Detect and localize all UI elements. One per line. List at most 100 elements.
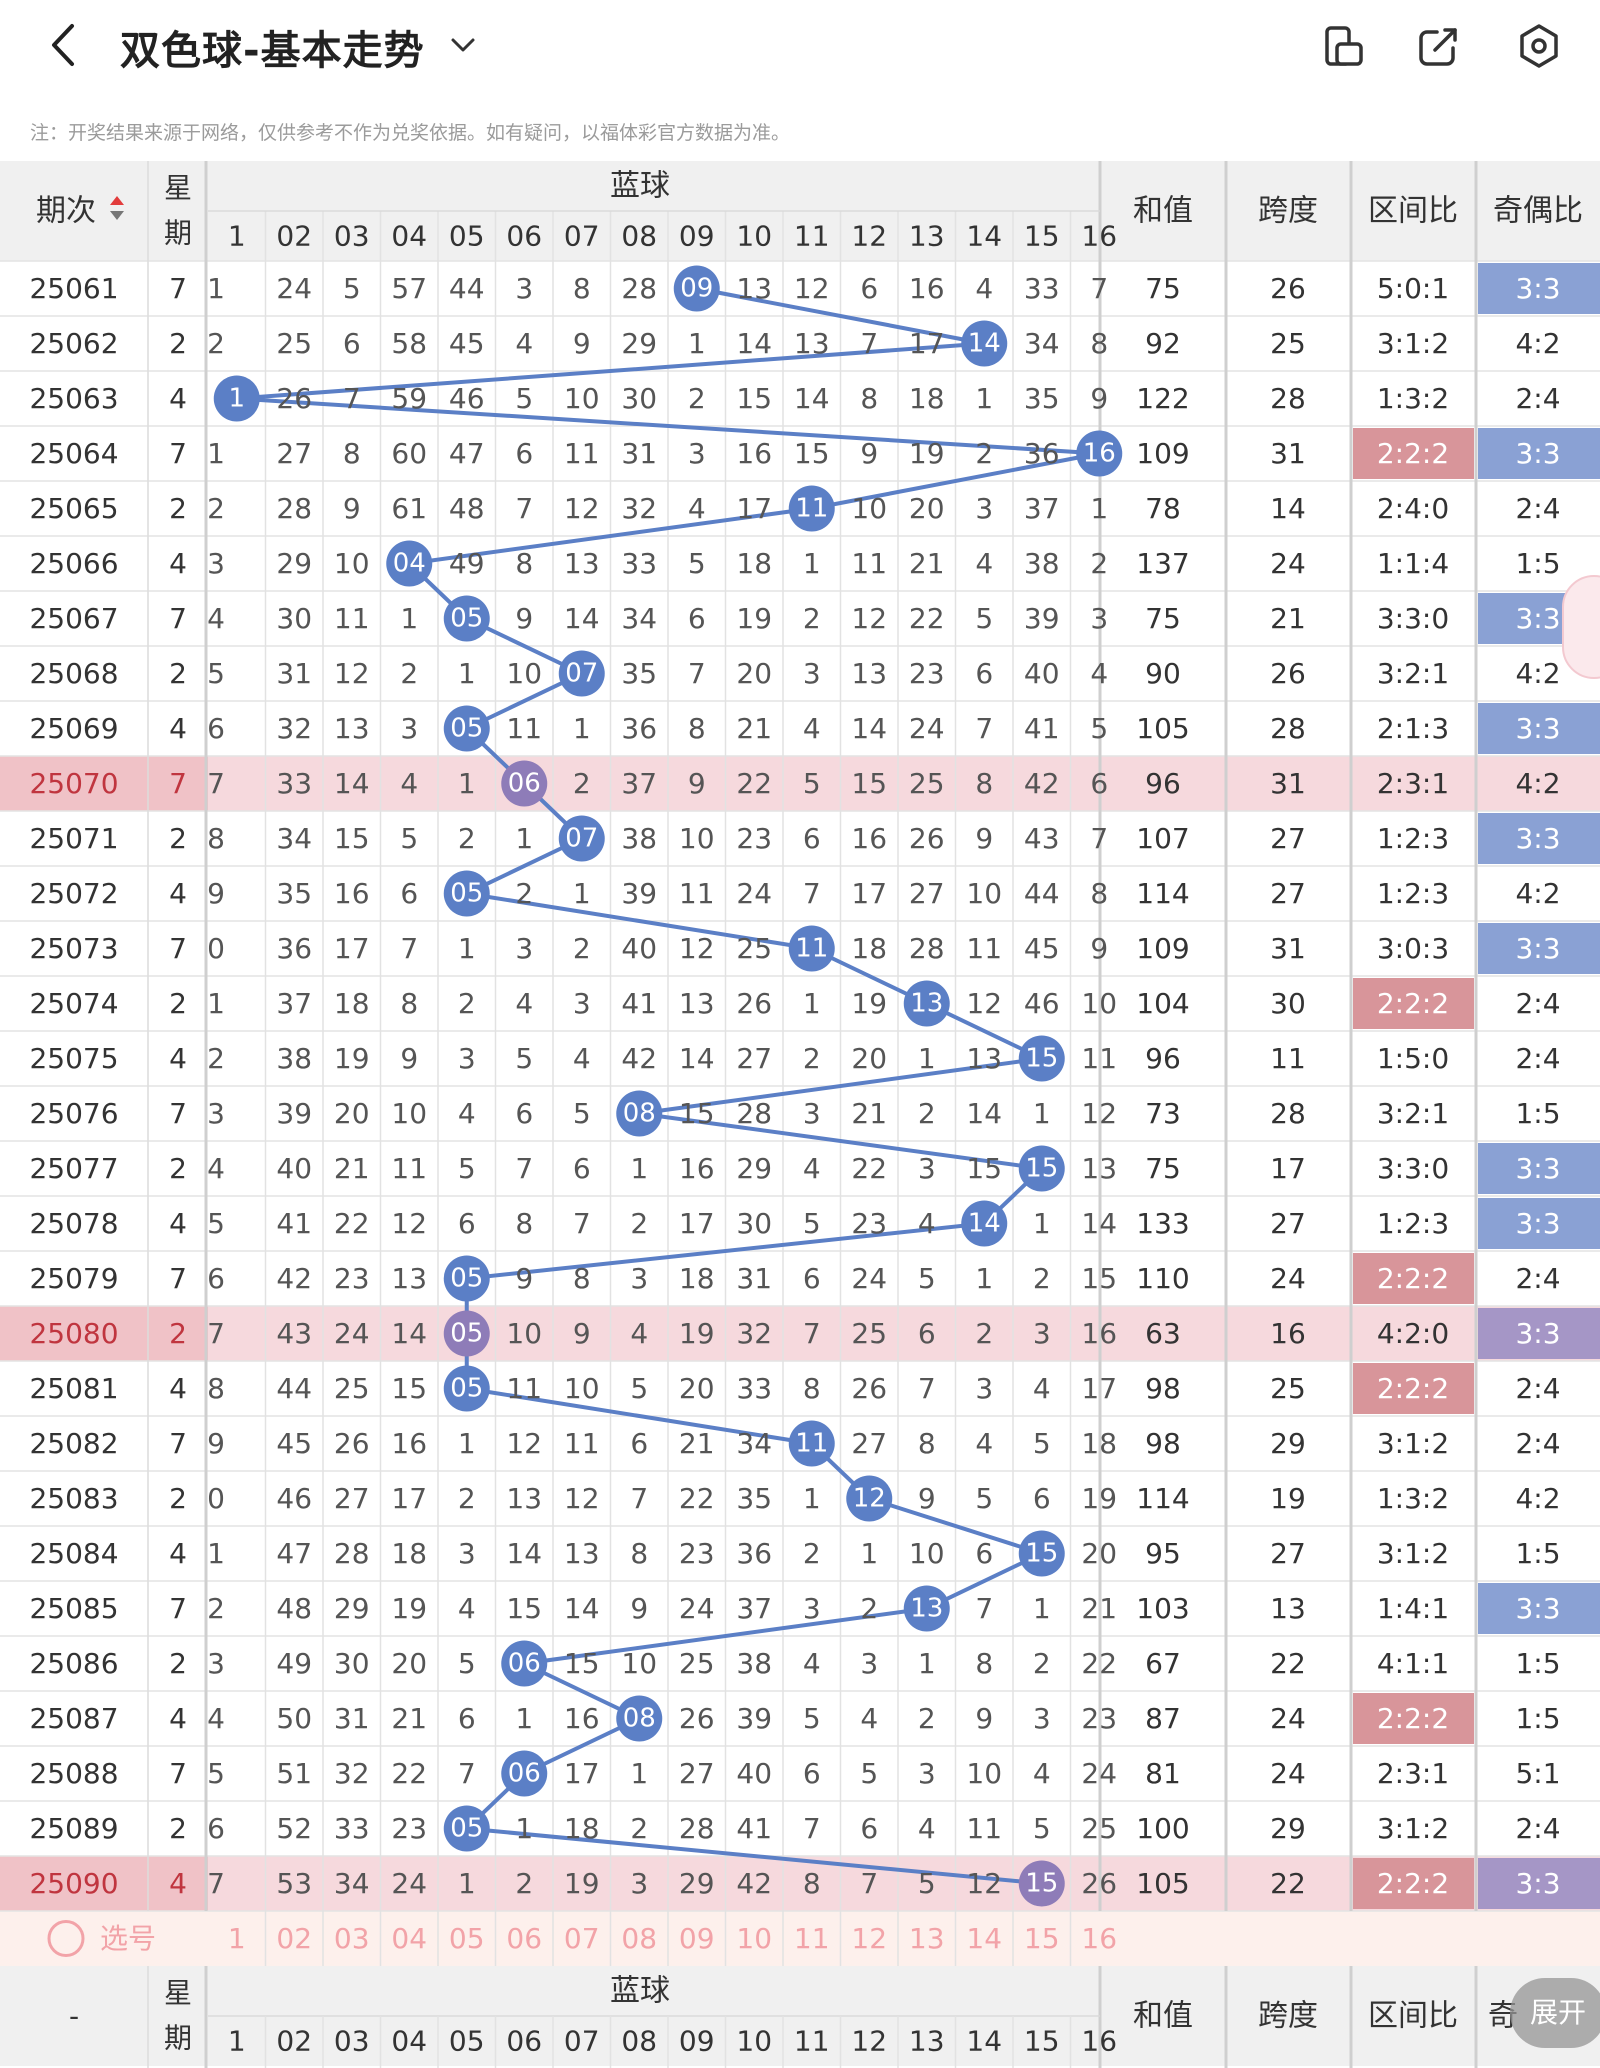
odd-even-cell: 4:2 — [1515, 767, 1560, 800]
sort-down-icon[interactable] — [110, 211, 124, 220]
pick-number-button[interactable]: 09 — [679, 1922, 715, 1955]
miss-count: 7 — [860, 1867, 878, 1900]
miss-count: 14 — [334, 767, 370, 800]
miss-count: 9 — [975, 822, 993, 855]
miss-count: 21 — [1081, 1592, 1117, 1625]
week-cell: 2 — [169, 657, 187, 690]
miss-count: 6 — [860, 1812, 878, 1845]
odd-even-cell: 1:5 — [1515, 547, 1560, 580]
week-cell: 4 — [169, 712, 187, 745]
pick-number-button[interactable]: 15 — [1024, 1922, 1060, 1955]
week-header: 星 — [164, 172, 192, 205]
blue-col-label: 13 — [909, 220, 945, 253]
blue-col-label: 12 — [851, 220, 887, 253]
span-header: 跨度 — [1258, 1999, 1318, 2034]
blue-col-label: 05 — [449, 2025, 485, 2058]
odd-even-cell: 2:4 — [1515, 382, 1560, 415]
pick-number-button[interactable]: 1 — [228, 1922, 246, 1955]
miss-count: 42 — [621, 1042, 657, 1075]
miss-count: 41 — [736, 1812, 772, 1845]
device-icon[interactable] — [1320, 22, 1368, 70]
back-icon[interactable] — [40, 20, 90, 70]
pick-number-button[interactable]: 11 — [794, 1922, 830, 1955]
zone-ratio-cell: 1:4:1 — [1377, 1592, 1449, 1625]
miss-count: 9 — [343, 492, 361, 525]
odd-even-cell: 2:4 — [1515, 1427, 1560, 1460]
disclaimer-note: 注：开奖结果来源于网络，仅供参考不作为兑奖依据。如有疑问，以福体彩官方数据为准。 — [30, 122, 791, 144]
miss-count: 51 — [276, 1757, 312, 1790]
miss-count: 3 — [1090, 602, 1108, 635]
pick-number-button[interactable]: 07 — [564, 1922, 600, 1955]
miss-count: 36 — [1024, 437, 1060, 470]
miss-count: 10 — [621, 1647, 657, 1680]
miss-count: 16 — [1081, 1317, 1117, 1350]
pick-number-button[interactable]: 03 — [334, 1922, 370, 1955]
miss-count: 2 — [207, 1592, 225, 1625]
miss-count: 1 — [515, 822, 533, 855]
miss-count: 28 — [276, 492, 312, 525]
blue-col-label: 06 — [506, 2025, 542, 2058]
blue-ball-hit — [788, 1420, 835, 1467]
expand-button[interactable]: 展开 — [1510, 1978, 1600, 2048]
settings-icon[interactable] — [1515, 22, 1563, 70]
blue-ball-number: 13 — [910, 1594, 943, 1624]
pick-number-button[interactable]: 14 — [966, 1922, 1002, 1955]
floating-helper-avatar[interactable] — [1562, 575, 1600, 679]
span-cell: 31 — [1270, 767, 1306, 800]
dropdown-icon[interactable] — [446, 28, 480, 62]
span-cell: 11 — [1270, 1042, 1306, 1075]
miss-count: 14 — [851, 712, 887, 745]
pick-number-button[interactable]: 16 — [1081, 1922, 1117, 1955]
miss-count: 2 — [1033, 1262, 1051, 1295]
miss-count: 2 — [630, 1207, 648, 1240]
miss-count: 4 — [975, 1427, 993, 1460]
miss-count: 21 — [391, 1702, 427, 1735]
blue-ball-hit — [616, 1695, 663, 1742]
sum-cell: 81 — [1145, 1757, 1181, 1790]
miss-count: 4 — [400, 767, 418, 800]
miss-count: 7 — [573, 1207, 591, 1240]
page-title[interactable]: 双色球-基本走势 — [120, 28, 425, 74]
miss-count: 3 — [803, 657, 821, 690]
miss-count: 10 — [966, 1757, 1002, 1790]
sum-cell: 92 — [1145, 327, 1181, 360]
blue-ball-hit — [558, 815, 605, 862]
pick-number-button[interactable]: 04 — [391, 1922, 427, 1955]
miss-count: 16 — [334, 877, 370, 910]
pick-number-button[interactable]: 08 — [621, 1922, 657, 1955]
sort-up-icon[interactable] — [110, 196, 124, 205]
miss-count: 6 — [515, 1097, 533, 1130]
blue-ball-number: 12 — [853, 1484, 886, 1514]
miss-count: 10 — [506, 1317, 542, 1350]
zone-ratio-header: 区间比 — [1368, 194, 1458, 229]
pick-number-button[interactable]: 13 — [909, 1922, 945, 1955]
miss-count: 5 — [803, 1702, 821, 1735]
miss-count: 7 — [803, 1812, 821, 1845]
odd-badge — [1478, 1308, 1600, 1359]
miss-count: 44 — [276, 1372, 312, 1405]
miss-count: 4 — [515, 987, 533, 1020]
miss-count: 3 — [688, 437, 706, 470]
blue-col-label: 16 — [1081, 2025, 1117, 2058]
pick-number-button[interactable]: 06 — [506, 1922, 542, 1955]
miss-count: 2 — [458, 987, 476, 1020]
miss-count: 3 — [400, 712, 418, 745]
pick-number-button[interactable]: 05 — [449, 1922, 485, 1955]
miss-count: 9 — [400, 1042, 418, 1075]
miss-count: 30 — [276, 602, 312, 635]
miss-count: 6 — [458, 1702, 476, 1735]
pick-radio-icon[interactable] — [47, 1920, 85, 1957]
share-icon[interactable] — [1415, 22, 1463, 70]
pick-number-button[interactable]: 10 — [736, 1922, 772, 1955]
week-cell: 4 — [169, 547, 187, 580]
miss-count: 11 — [506, 1372, 542, 1405]
sum-cell: 103 — [1136, 1592, 1189, 1625]
pick-number-button[interactable]: 02 — [276, 1922, 312, 1955]
miss-count: 10 — [966, 877, 1002, 910]
miss-count: 8 — [573, 272, 591, 305]
miss-count: 44 — [449, 272, 485, 305]
miss-count: 27 — [909, 877, 945, 910]
pick-number-button[interactable]: 12 — [851, 1922, 887, 1955]
zone-ratio-cell: 4:1:1 — [1377, 1647, 1449, 1680]
miss-count: 7 — [207, 1867, 225, 1900]
